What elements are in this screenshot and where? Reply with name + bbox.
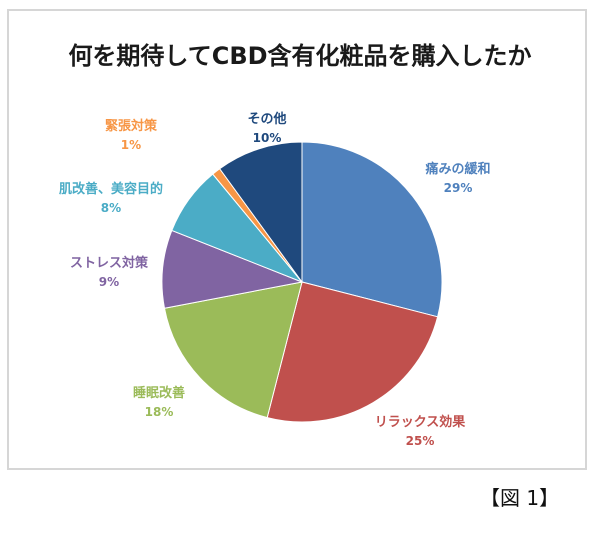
data-label-name: 睡眠改善 bbox=[132, 386, 186, 401]
data-label-name: 痛みの緩和 bbox=[425, 162, 491, 177]
data-label-name: リラックス効果 bbox=[374, 415, 466, 430]
data-label-name: その他 bbox=[247, 112, 287, 127]
pie-slice bbox=[266, 281, 439, 423]
data-label-percent: 9% bbox=[98, 275, 120, 289]
pie-slice bbox=[161, 229, 304, 309]
data-label-name: ストレス対策 bbox=[69, 256, 149, 271]
data-label: 肌改善、美容目的 8% bbox=[59, 180, 163, 218]
data-label-name: 緊張対策 bbox=[104, 119, 158, 134]
data-label: 睡眠改善 18% bbox=[133, 384, 185, 422]
data-label-percent: 29% bbox=[443, 181, 473, 195]
data-label-percent: 25% bbox=[405, 434, 435, 448]
chart-title: 何を期待してCBD含有化粧品を購入したか bbox=[68, 42, 532, 70]
data-label: リラックス効果 25% bbox=[375, 413, 466, 451]
data-label-percent: 1% bbox=[120, 138, 142, 152]
pie-slice bbox=[163, 281, 303, 419]
data-label: 緊張対策 1% bbox=[105, 117, 157, 155]
data-label-name: 肌改善、美容目的 bbox=[58, 182, 164, 197]
data-label-percent: 10% bbox=[252, 131, 282, 145]
data-label: 痛みの緩和 29% bbox=[425, 160, 490, 198]
data-label: その他 10% bbox=[247, 110, 286, 148]
pie-slice bbox=[219, 141, 303, 284]
data-label-percent: 18% bbox=[144, 405, 174, 419]
pie-slices bbox=[161, 141, 443, 423]
pie-slice bbox=[301, 141, 443, 318]
data-label-percent: 8% bbox=[100, 201, 122, 215]
data-label: ストレス対策 9% bbox=[70, 254, 148, 292]
figure-caption: 【図 1】 bbox=[480, 486, 560, 510]
